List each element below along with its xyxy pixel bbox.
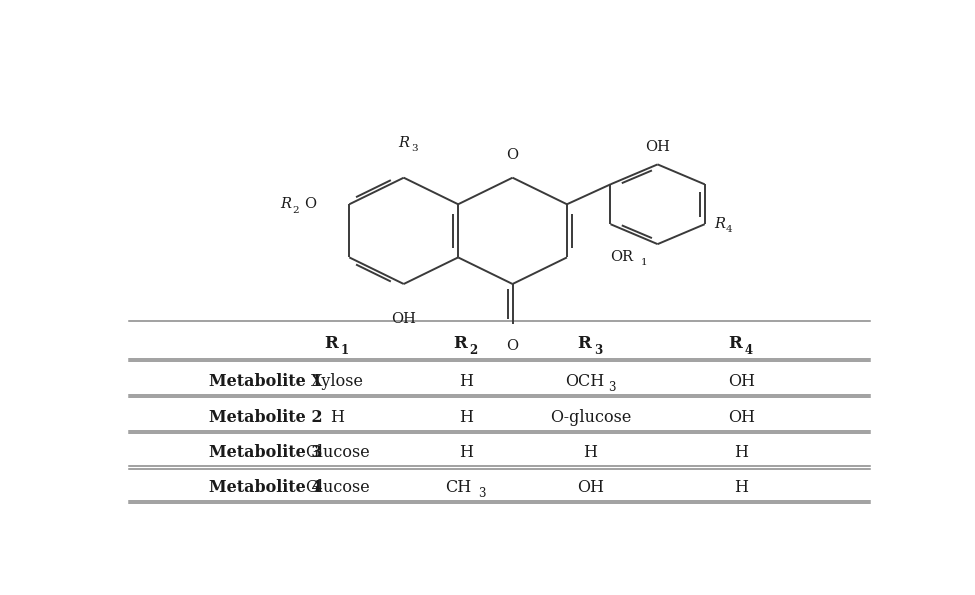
Text: R: R <box>325 336 338 352</box>
Text: OR: OR <box>610 250 634 264</box>
Text: O: O <box>304 198 316 211</box>
Text: 2: 2 <box>292 206 298 215</box>
Text: Xylose: Xylose <box>311 373 364 390</box>
Text: OCH: OCH <box>565 373 604 390</box>
Text: 4: 4 <box>725 225 732 234</box>
Text: CH: CH <box>445 479 471 496</box>
Text: OH: OH <box>728 373 755 390</box>
Text: R: R <box>714 217 724 231</box>
Text: O: O <box>506 148 519 162</box>
Text: 3: 3 <box>411 144 418 153</box>
Text: OH: OH <box>391 312 416 325</box>
Text: H: H <box>734 444 749 461</box>
Text: Glucose: Glucose <box>305 479 370 496</box>
Text: H: H <box>458 444 473 461</box>
Text: 3: 3 <box>478 487 486 500</box>
Text: R: R <box>452 336 466 352</box>
Text: 3: 3 <box>608 381 616 394</box>
Text: 3: 3 <box>594 344 602 357</box>
Text: H: H <box>734 479 749 496</box>
Text: 4: 4 <box>745 344 753 357</box>
Text: Metabolite 2: Metabolite 2 <box>209 409 323 426</box>
Text: 1: 1 <box>641 258 647 267</box>
Text: Metabolite 4: Metabolite 4 <box>209 479 323 496</box>
Text: 1: 1 <box>340 344 349 357</box>
Text: OH: OH <box>645 140 670 154</box>
Text: R: R <box>577 336 591 352</box>
Text: Glucose: Glucose <box>305 444 370 461</box>
Text: R: R <box>398 136 409 150</box>
Text: OH: OH <box>728 409 755 426</box>
Text: R: R <box>280 198 292 211</box>
Text: 2: 2 <box>469 344 478 357</box>
Text: Metabolite 3: Metabolite 3 <box>209 444 322 461</box>
Text: O-glucose: O-glucose <box>550 409 631 426</box>
Text: H: H <box>458 373 473 390</box>
Text: O: O <box>506 339 519 353</box>
Text: Metabolite 1: Metabolite 1 <box>209 373 323 390</box>
Text: H: H <box>458 409 473 426</box>
Text: OH: OH <box>577 479 604 496</box>
Text: H: H <box>331 409 344 426</box>
Text: H: H <box>583 444 598 461</box>
Text: R: R <box>728 336 742 352</box>
